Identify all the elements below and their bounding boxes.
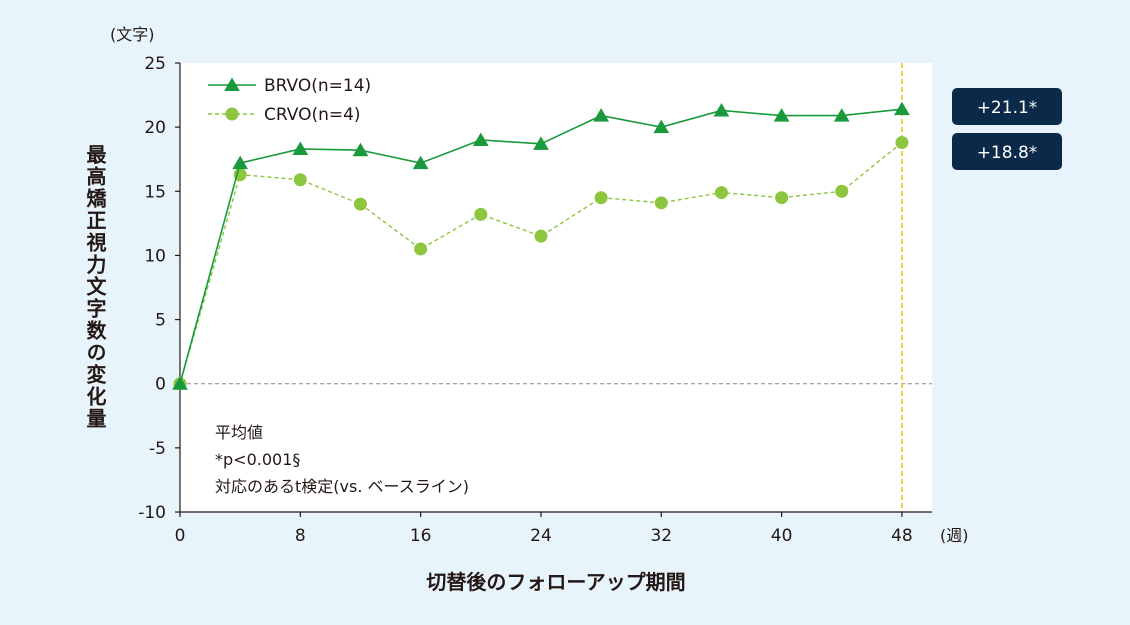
brvo-point bbox=[833, 108, 850, 122]
crvo-point bbox=[414, 242, 428, 256]
brvo-point bbox=[713, 102, 730, 117]
brvo-point bbox=[472, 132, 489, 146]
brvo-point bbox=[292, 141, 309, 155]
y-tick-label: 10 bbox=[144, 246, 166, 266]
brvo-point bbox=[894, 101, 910, 116]
brvo-point bbox=[232, 155, 249, 170]
crvo-point bbox=[353, 197, 367, 211]
legend-crvo-marker bbox=[225, 107, 239, 121]
note-mean: 平均値 bbox=[215, 423, 263, 442]
brvo-point bbox=[533, 136, 549, 150]
x-tick-label: 32 bbox=[650, 526, 672, 546]
brvo-point bbox=[172, 376, 188, 390]
y-tick-label: 25 bbox=[144, 54, 166, 74]
legend-brvo-marker bbox=[224, 77, 240, 91]
crvo-point bbox=[835, 184, 849, 198]
x-tick-label: 48 bbox=[891, 526, 913, 546]
brvo-point bbox=[593, 108, 609, 122]
crvo-point bbox=[775, 191, 789, 205]
value-badge bbox=[952, 88, 1062, 125]
y-tick-label: -5 bbox=[149, 439, 166, 459]
x-axis-title: 切替後のフォローアップ期間 bbox=[426, 570, 685, 594]
y-axis-title: 最高矯正視力文字数の変化量 bbox=[83, 144, 107, 430]
y-tick-label: 20 bbox=[144, 118, 166, 138]
brvo-point bbox=[412, 155, 429, 170]
y-unit-label: (文字) bbox=[110, 25, 155, 44]
crvo-point bbox=[474, 207, 488, 221]
legend-brvo-label: BRVO(n=14) bbox=[264, 76, 371, 96]
brvo-point bbox=[352, 142, 369, 157]
value-badge bbox=[952, 133, 1062, 170]
crvo-point bbox=[534, 229, 548, 243]
x-tick-label: 40 bbox=[771, 526, 793, 546]
note-test: 対応のあるt検定(vs. ベースライン) bbox=[215, 477, 469, 496]
crvo-point bbox=[594, 191, 608, 205]
x-tick-label: 0 bbox=[175, 526, 186, 546]
y-tick-label: 15 bbox=[144, 182, 166, 202]
brvo-point bbox=[773, 108, 790, 122]
note-pvalue: *p<0.001§ bbox=[215, 450, 300, 469]
x-tick-label: 24 bbox=[530, 526, 552, 546]
crvo-point bbox=[895, 136, 909, 150]
brvo-point bbox=[653, 119, 670, 134]
y-tick-label: -10 bbox=[138, 503, 166, 523]
y-tick-label: 0 bbox=[155, 375, 166, 395]
x-tick-label: 8 bbox=[295, 526, 306, 546]
plot-area bbox=[180, 63, 932, 512]
y-tick-label: 5 bbox=[155, 311, 166, 331]
x-unit-label: (週) bbox=[940, 526, 969, 545]
crvo-point bbox=[293, 173, 307, 187]
crvo-point bbox=[654, 196, 668, 210]
crvo-point bbox=[714, 186, 728, 200]
legend-crvo-label: CRVO(n=4) bbox=[264, 105, 361, 125]
value-badge-label: +21.1* bbox=[977, 98, 1038, 118]
value-badge-label: +18.8* bbox=[977, 143, 1038, 163]
x-tick-label: 16 bbox=[410, 526, 432, 546]
